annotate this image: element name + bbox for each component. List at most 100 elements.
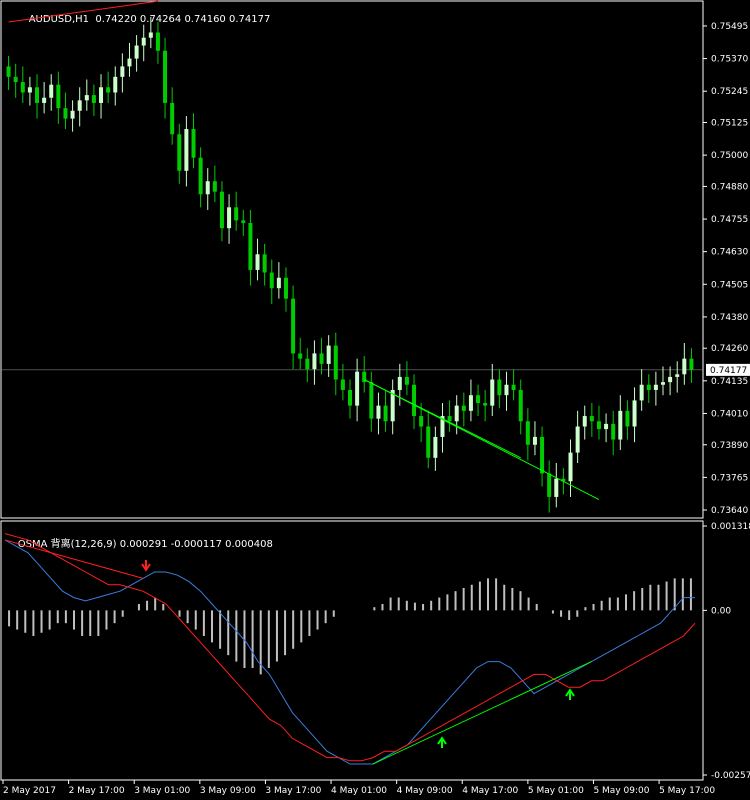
candle-body (426, 426, 431, 458)
indicator-name: OSMA 背离(12,26,9) (17, 539, 117, 550)
candle-body (6, 66, 11, 77)
candle-body (596, 421, 601, 430)
candle-body (305, 358, 310, 370)
osc-divergence-green (372, 661, 592, 765)
candle-body (49, 84, 54, 98)
candle-body (155, 32, 160, 51)
candle-body (91, 95, 96, 103)
candle-body (369, 382, 374, 419)
trendline (363, 379, 600, 501)
candle-body (412, 384, 417, 417)
time-label: 3 May 01:00 (134, 786, 190, 796)
candle-body (632, 400, 637, 427)
candle-body (390, 389, 395, 422)
candle-body (660, 382, 665, 385)
indicator-header: OSMA 背离(12,26,9) 0.000291 -0.000117 0.00… (5, 524, 273, 561)
candle-body (540, 436, 545, 474)
candle-body (447, 416, 452, 422)
candle-body (362, 371, 367, 383)
candle-body (504, 384, 509, 396)
candle-body (177, 134, 182, 171)
candle-body (212, 181, 217, 192)
main-chart-frame (0, 0, 704, 519)
candle-body (582, 416, 587, 427)
candle-body (604, 423, 609, 430)
candle-body (383, 405, 388, 422)
price-tick-label: 0.74880 (711, 182, 748, 192)
candle-body (27, 87, 32, 93)
candle-body (461, 405, 466, 411)
candle-body (575, 426, 580, 453)
time-label: 4 May 17:00 (462, 786, 518, 796)
time-label: 3 May 09:00 (200, 786, 256, 796)
time-label: 4 May 09:00 (397, 786, 453, 796)
candle-body (333, 345, 338, 380)
candle-body (319, 353, 324, 364)
candle-body (170, 102, 175, 135)
candle-body (35, 87, 40, 103)
time-label: 5 May 17:00 (659, 786, 715, 796)
symbol-label: AUDUSD,H1 (28, 14, 90, 25)
bid-price-box (706, 363, 750, 376)
candle-body (234, 207, 239, 221)
indicator-values: 0.000291 -0.000117 0.000408 (119, 539, 273, 550)
candle-body (326, 345, 331, 364)
osc-tick-label: 0.001318 (711, 522, 750, 532)
candle-body (682, 358, 687, 375)
price-tick-label: 0.74755 (711, 215, 748, 225)
ohlc-values: 0.74220 0.74264 0.74160 0.74177 (95, 14, 271, 25)
price-tick-label: 0.74010 (711, 409, 748, 419)
candle-body (276, 277, 281, 289)
price-tick-label: 0.75370 (711, 55, 748, 65)
candle-body (511, 384, 516, 390)
candle-body (70, 110, 75, 119)
candle-body (554, 478, 559, 497)
candle-body (348, 389, 352, 406)
candle-body (376, 405, 381, 419)
osc-line-red (4, 533, 696, 762)
price-tick-label: 0.74630 (711, 248, 748, 258)
osc-line-blue (4, 539, 695, 765)
candle-body (525, 421, 530, 445)
price-tick-label: 0.73765 (711, 473, 748, 483)
candle-body (269, 272, 274, 289)
osc-tick-label: 0.00 (711, 606, 731, 616)
candle-body (20, 82, 25, 93)
candle-body (433, 436, 438, 458)
candle-body (262, 254, 267, 273)
candle-body (568, 452, 573, 482)
candle-body (668, 376, 673, 383)
up-arrow-icon (565, 688, 575, 700)
candle-body (646, 384, 651, 390)
candle-body (298, 353, 303, 359)
candle-body (618, 410, 623, 440)
main-chart-header: AUDUSD,H1 0.74220 0.74264 0.74160 0.7417… (16, 3, 271, 36)
candle-body (468, 395, 473, 411)
time-label: 4 May 01:00 (331, 786, 387, 796)
up-arrow-icon (437, 736, 447, 748)
price-tick-label: 0.73890 (711, 441, 748, 451)
candle-body (163, 50, 168, 103)
bid-price-label: 0.74177 (710, 366, 747, 376)
time-label: 5 May 01:00 (528, 786, 584, 796)
candle-body (84, 95, 89, 101)
candle-body (77, 100, 82, 111)
candle-body (589, 416, 594, 422)
candle-body (141, 37, 146, 46)
price-tick-label: 0.75125 (711, 119, 748, 129)
time-label: 3 May 17:00 (265, 786, 321, 796)
candle-body (205, 181, 210, 195)
candle-body (419, 416, 424, 427)
candle-body (241, 220, 246, 223)
price-tick-label: 0.75495 (711, 22, 748, 32)
candle-body (611, 423, 616, 440)
trendline (8, 0, 159, 23)
candle-body (99, 87, 104, 103)
candle-body (397, 376, 402, 390)
candle-body (42, 97, 47, 103)
candle-body (653, 384, 658, 390)
candle-body (227, 207, 232, 229)
